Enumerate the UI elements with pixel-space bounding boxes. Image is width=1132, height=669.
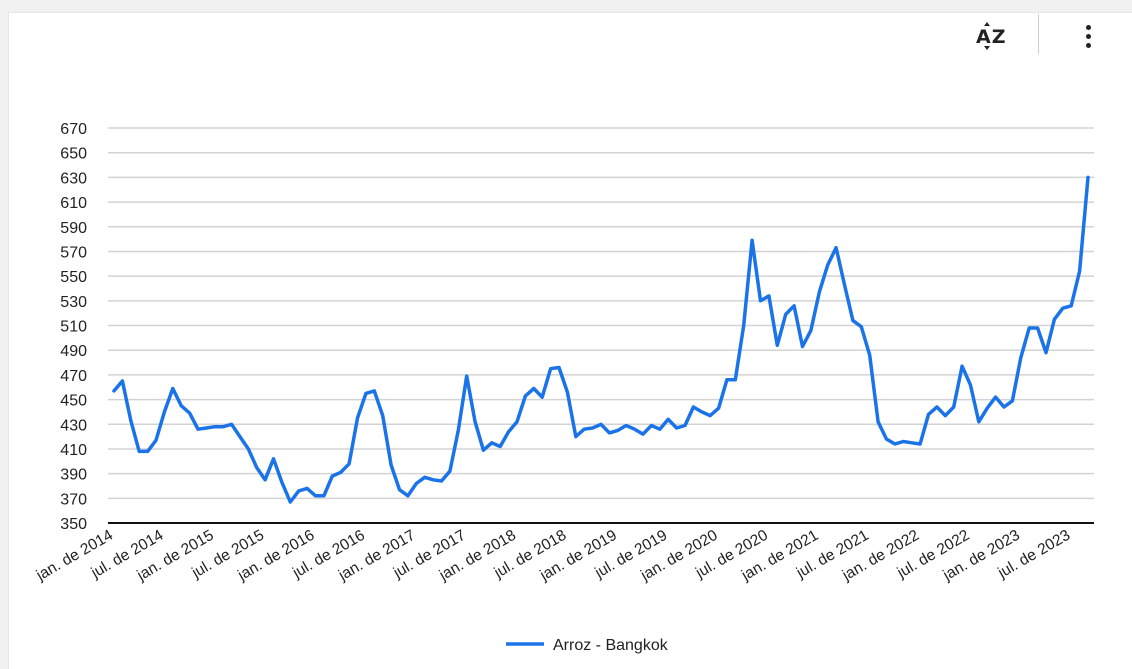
- y-tick-label: 510: [60, 319, 87, 336]
- y-tick-label: 450: [60, 393, 87, 410]
- sort-button[interactable]: AZ: [970, 18, 1010, 52]
- toolbar-divider: [1038, 14, 1039, 54]
- sort-up-arrow-icon: [984, 22, 990, 26]
- y-tick-label: 570: [60, 244, 87, 261]
- y-tick-label: 530: [60, 294, 87, 311]
- y-tick-label: 490: [60, 343, 87, 360]
- legend: Arroz - Bangkok: [506, 637, 669, 654]
- legend-label: Arroz - Bangkok: [553, 637, 669, 654]
- more-vert-icon: [1085, 24, 1091, 30]
- y-tick-label: 550: [60, 269, 87, 286]
- y-tick-label: 590: [60, 220, 87, 237]
- y-tick-label: 390: [60, 467, 87, 484]
- y-axis-ticks: 350 370 390 410 430 450 470 490 510 530 550 570 590 6…: [60, 121, 87, 533]
- y-tick-label: 630: [60, 170, 87, 187]
- y-tick-label: 350: [60, 516, 87, 533]
- y-tick-label: 670: [60, 121, 87, 138]
- chart-card: [8, 12, 1132, 669]
- series-group: [112, 175, 1090, 504]
- y-tick-label: 370: [60, 491, 87, 508]
- y-tick-label: 650: [60, 146, 87, 163]
- more-options-button[interactable]: [1076, 18, 1100, 54]
- sort-letters: AZ: [976, 26, 1007, 48]
- more-vert-icon-dot: [1085, 42, 1091, 48]
- sort-down-arrow-icon: [984, 46, 990, 50]
- gridlines: [108, 127, 1094, 500]
- series-line-arroz-bangkok: [112, 175, 1090, 504]
- y-tick-label: 430: [60, 417, 87, 434]
- y-tick-label: 610: [60, 195, 87, 212]
- y-tick-label: 410: [60, 442, 87, 459]
- y-tick-label: 470: [60, 368, 87, 385]
- sort-az-icon: AZ: [972, 20, 1008, 50]
- more-vert-icon-dot: [1085, 33, 1091, 39]
